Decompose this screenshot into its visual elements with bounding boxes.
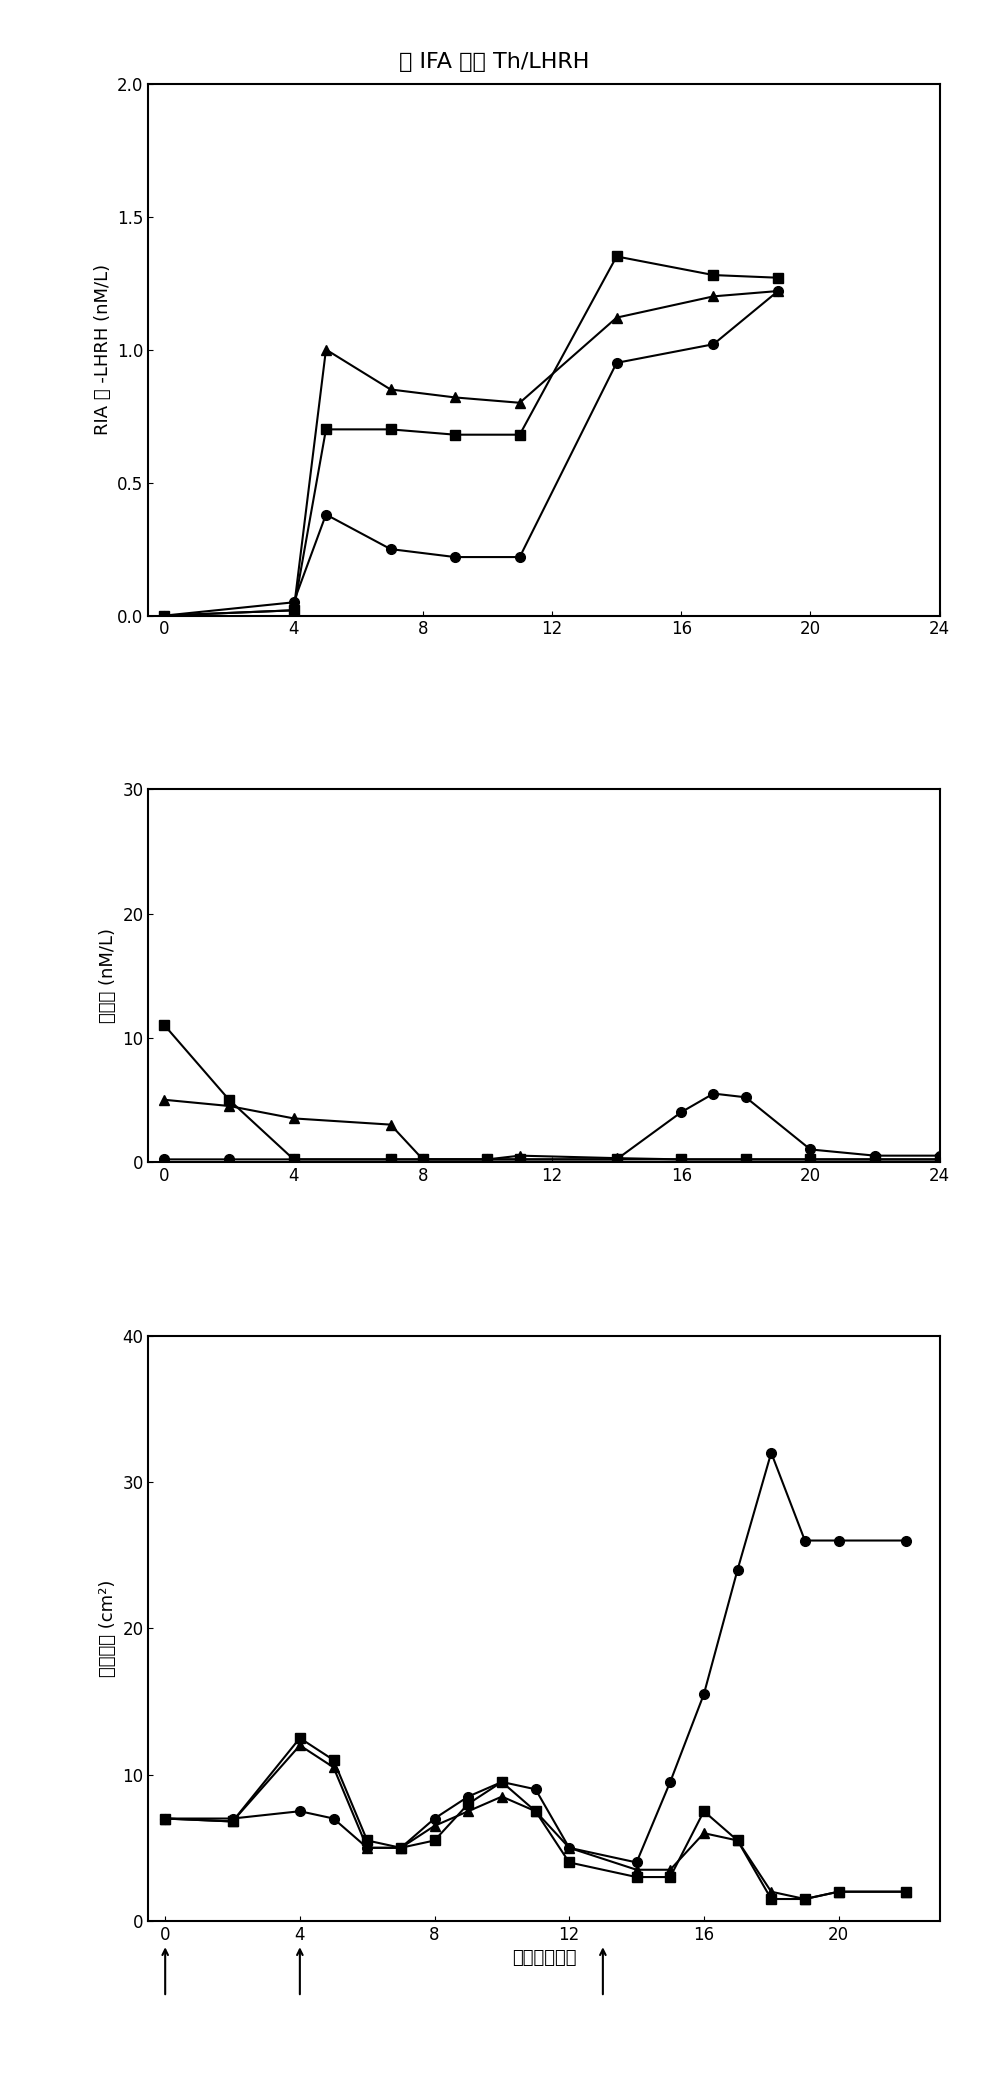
Y-axis label: 睾丸尺寸 (cm²): 睾丸尺寸 (cm²) (99, 1581, 117, 1677)
Text: 在 IFA 中的 Th/LHRH: 在 IFA 中的 Th/LHRH (400, 52, 589, 73)
Y-axis label: RIA 抗 -LHRH (nM/L): RIA 抗 -LHRH (nM/L) (94, 263, 112, 434)
Y-axis label: 睾丸酮 (nM/L): 睾丸酮 (nM/L) (99, 929, 117, 1023)
X-axis label: 免疫后的周数: 免疫后的周数 (511, 1950, 577, 1967)
